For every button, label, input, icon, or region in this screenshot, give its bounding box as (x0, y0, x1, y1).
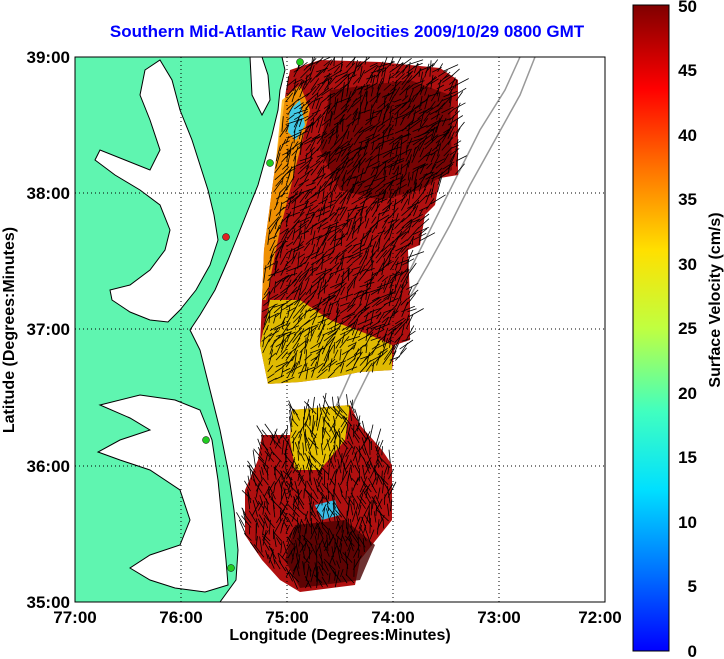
x-tick-label: 76:00 (159, 608, 202, 627)
y-tick-labels: 39:00 38:00 37:00 36:00 35:00 (27, 48, 70, 612)
colorbar-tick-label: 20 (678, 384, 697, 403)
x-tick-label: 77:00 (53, 608, 96, 627)
velocity-field-north-core (320, 80, 452, 200)
colorbar-tick-label: 10 (678, 513, 697, 532)
colorbar-tick-label: 15 (678, 448, 697, 467)
colorbar-tick-label: 40 (678, 126, 697, 145)
y-tick-label: 35:00 (27, 593, 70, 612)
x-tick-label: 72:00 (578, 608, 621, 627)
station-marker (296, 58, 304, 66)
colorbar-tick-label: 0 (688, 642, 697, 659)
colorbar-tick-label: 50 (678, 0, 697, 16)
station-marker (266, 159, 274, 167)
colorbar (632, 4, 670, 652)
x-axis-title: Longitude (Degrees:Minutes) (229, 627, 450, 644)
x-tick-label: 74:00 (371, 608, 414, 627)
colorbar-tick-labels: 50 45 40 35 30 25 20 15 10 5 0 (678, 0, 697, 659)
x-tick-labels: 77:00 76:00 75:00 74:00 73:00 72:00 (53, 608, 621, 627)
colorbar-tick-label: 45 (678, 61, 697, 80)
y-axis-title: Latitude (Degrees:Minutes) (1, 227, 18, 433)
grid-lines (75, 57, 605, 602)
x-tick-label: 73:00 (477, 608, 520, 627)
velocity-field-north-west (262, 85, 310, 300)
colorbar-tick-label: 30 (678, 255, 697, 274)
colorbar-tick-label: 25 (678, 319, 697, 338)
y-tick-label: 39:00 (27, 48, 70, 67)
y-tick-label: 38:00 (27, 184, 70, 203)
colorbar-tick-label: 5 (688, 577, 697, 596)
colorbar-title: Surface Velocity (cm/s) (707, 212, 724, 387)
velocity-field-south-core (285, 520, 375, 588)
delaware-bay (249, 57, 271, 117)
colorbar-tick-label: 35 (678, 190, 697, 209)
y-tick-label: 37:00 (27, 320, 70, 339)
station-marker (202, 436, 210, 444)
velocity-field-north-slow (260, 300, 392, 384)
chesapeake-bay (94, 59, 219, 323)
pamlico-sound (96, 394, 229, 593)
station-marker (227, 564, 235, 572)
radar-stations (202, 58, 304, 572)
map-title: Southern Mid-Atlantic Raw Velocities 200… (109, 22, 585, 41)
plot-frame (74, 56, 606, 603)
y-tick-label: 36:00 (27, 457, 70, 476)
station-marker (222, 233, 230, 241)
x-tick-label: 75:00 (265, 608, 308, 627)
